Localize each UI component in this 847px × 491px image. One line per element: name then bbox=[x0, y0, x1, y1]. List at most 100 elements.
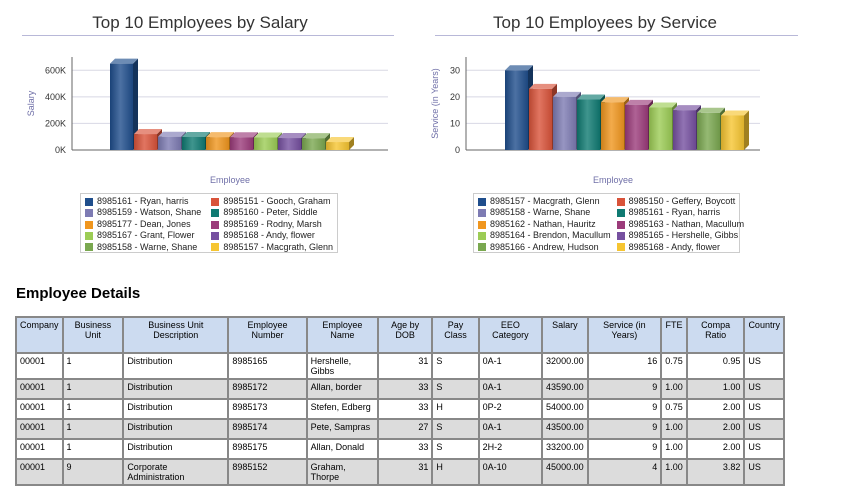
legend-swatch bbox=[616, 231, 625, 240]
table-cell: 0.75 bbox=[660, 398, 688, 420]
table-cell: 9 bbox=[586, 418, 663, 440]
legend-swatch bbox=[616, 220, 625, 229]
table-cell: 00001 bbox=[15, 352, 64, 380]
table-row: 00001 1 Distribution 8985175 Allan, Donald 33… bbox=[15, 438, 785, 460]
table-cell: Hershelle, Gibbs bbox=[305, 352, 380, 380]
legend-item: 8985159 - Watson, Shane bbox=[85, 207, 205, 218]
table-cell: 00001 bbox=[15, 398, 64, 420]
table-cell: 3.82 bbox=[685, 458, 746, 486]
bar bbox=[182, 131, 210, 150]
legend-swatch bbox=[211, 209, 220, 218]
table-cell: 1.00 bbox=[660, 438, 688, 460]
table-cell: US bbox=[743, 438, 785, 460]
table-cell: 33 bbox=[377, 398, 434, 420]
legend-swatch bbox=[211, 231, 220, 240]
table-row: 00001 1 Distribution 8985172 Allan, border 33… bbox=[15, 378, 785, 400]
table-cell: 1 bbox=[61, 378, 125, 400]
legend-swatch bbox=[85, 243, 93, 252]
column-header: Pay Class bbox=[431, 316, 480, 354]
bar bbox=[673, 105, 701, 150]
legend-label: 8985177 - Dean, Jones bbox=[97, 218, 191, 229]
table-cell: Distribution bbox=[122, 398, 230, 420]
table-cell: 8985174 bbox=[227, 418, 308, 440]
table-cell: S bbox=[431, 418, 480, 440]
legend-swatch bbox=[616, 197, 625, 206]
column-header: Business Unit Description bbox=[122, 316, 230, 354]
table-cell: US bbox=[743, 352, 785, 380]
service-chart: 0 10 20 30 Service (in Years) Employee bbox=[430, 57, 760, 185]
table-cell: 0A-1 bbox=[477, 418, 544, 440]
bar bbox=[697, 107, 725, 150]
bar bbox=[625, 99, 653, 150]
table-cell: H bbox=[431, 458, 480, 486]
table-cell: 4 bbox=[586, 458, 663, 486]
table-header-row: Company Business Unit Business Unit Descri… bbox=[15, 316, 785, 354]
salary-chart-title-rule bbox=[22, 35, 394, 36]
table-cell: US bbox=[743, 378, 785, 400]
legend-label: 8985159 - Watson, Shane bbox=[97, 207, 202, 218]
table-cell: US bbox=[743, 458, 785, 486]
bar bbox=[278, 133, 306, 150]
legend-label: 8985157 - Macgrath, Glenn bbox=[223, 241, 333, 252]
legend-swatch bbox=[85, 209, 93, 218]
table-cell: 1 bbox=[61, 352, 125, 380]
service-chart-title: Top 10 Employees by Service bbox=[493, 13, 717, 32]
table-cell: Distribution bbox=[122, 378, 230, 400]
table-cell: 0A-1 bbox=[477, 352, 544, 380]
table-cell: Stefen, Edberg bbox=[305, 398, 380, 420]
table-cell: 8985172 bbox=[227, 378, 308, 400]
y-tick-label: 0K bbox=[55, 145, 66, 155]
employee-details-table: Company Business Unit Business Unit Descri… bbox=[15, 316, 785, 486]
table-cell: 31 bbox=[377, 458, 434, 486]
legend-swatch bbox=[211, 243, 220, 252]
legend-item: 8985165 - Hershelle, Gibbs bbox=[616, 230, 745, 241]
table-cell: 00001 bbox=[15, 458, 64, 486]
table-row: 00001 9 Corporate Administration 8985152 Gra… bbox=[15, 458, 785, 486]
legend-swatch bbox=[478, 243, 486, 252]
table-cell: Pete, Sampras bbox=[305, 418, 380, 440]
table-cell: 16 bbox=[586, 352, 663, 380]
table-cell: 1 bbox=[61, 438, 125, 460]
table-cell: Distribution bbox=[122, 438, 230, 460]
table-cell: Corporate Administration bbox=[122, 458, 230, 486]
table-cell: 33 bbox=[377, 438, 434, 460]
table-cell: 54000.00 bbox=[541, 398, 589, 420]
table-cell: 27 bbox=[377, 418, 434, 440]
table-cell: 2.00 bbox=[685, 418, 746, 440]
legend-swatch bbox=[478, 220, 486, 229]
table-cell: 2.00 bbox=[685, 438, 746, 460]
bar bbox=[134, 129, 162, 150]
table-cell: 33 bbox=[377, 378, 434, 400]
table-cell: 2.00 bbox=[685, 398, 746, 420]
legend-label: 8985164 - Brendon, Macullum bbox=[490, 230, 611, 241]
y-tick-label: 200K bbox=[45, 118, 66, 128]
column-header: Company bbox=[15, 316, 64, 354]
legend-label: 8985168 - Andy, flower bbox=[223, 230, 315, 241]
y-tick-label: 30 bbox=[450, 65, 460, 75]
legend-label: 8985167 - Grant, Flower bbox=[97, 230, 195, 241]
table-cell: 1.00 bbox=[660, 378, 688, 400]
legend-label: 8985169 - Rodny, Marsh bbox=[223, 218, 322, 229]
legend-label: 8985158 - Warne, Shane bbox=[97, 241, 198, 252]
y-tick-label: 0 bbox=[455, 145, 460, 155]
table-cell: 2H-2 bbox=[477, 438, 544, 460]
legend-label: 8985157 - Macgrath, Glenn bbox=[490, 196, 600, 206]
bar bbox=[649, 102, 677, 150]
x-axis-label: Employee bbox=[593, 175, 633, 185]
column-header: Employee Name bbox=[305, 316, 380, 354]
table-cell: 8985152 bbox=[227, 458, 308, 486]
table-cell: 9 bbox=[586, 378, 663, 400]
bar bbox=[601, 97, 629, 150]
bar bbox=[721, 110, 749, 150]
table-cell: 1 bbox=[61, 398, 125, 420]
employee-details-title: Employee Details bbox=[16, 285, 141, 302]
column-header: Business Unit bbox=[61, 316, 125, 354]
column-header: Compa Ratio bbox=[685, 316, 746, 354]
legend-item: 8985169 - Rodny, Marsh bbox=[211, 219, 333, 230]
table-cell: S bbox=[431, 352, 480, 380]
legend-item: 8985161 - Ryan, harris bbox=[85, 196, 205, 207]
legend-swatch bbox=[478, 231, 486, 240]
legend-swatch bbox=[616, 209, 625, 218]
table-cell: S bbox=[431, 438, 480, 460]
bar bbox=[158, 131, 186, 150]
